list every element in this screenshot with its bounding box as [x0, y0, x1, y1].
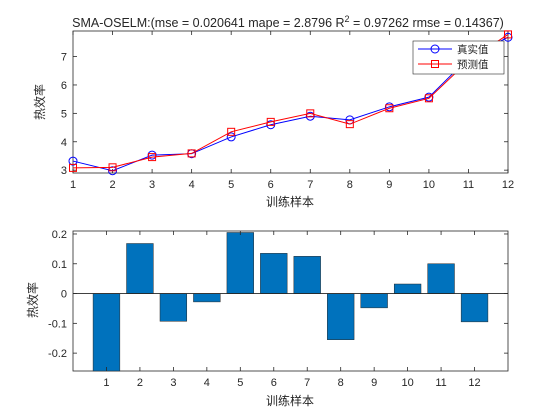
line-y-axis: 3 4 5 6 7: [61, 52, 508, 177]
line-chart: SMA-OSELM:(mse = 0.020641 mape = 2.8796 …: [32, 14, 514, 209]
bar-y-tick-label: 0.2: [52, 229, 67, 241]
line-x-tick-label: 7: [307, 179, 313, 191]
data-point-predicted: [424, 94, 433, 103]
data-point-actual: [68, 156, 78, 166]
legend-label-predicted: 预测值: [457, 58, 489, 71]
bar: [293, 256, 321, 294]
bar-y-axis: 0.2 0.1 0 -0.1 -0.2: [48, 229, 508, 360]
line-y-tick-label: 6: [61, 80, 67, 92]
bar: [427, 263, 455, 294]
line-x-tick-label: 12: [502, 179, 514, 191]
bar-y-axis-label: 热效率: [25, 282, 40, 318]
bar-x-tick-label: 9: [371, 377, 377, 389]
data-point-predicted: [306, 109, 315, 118]
data-point-predicted: [187, 149, 196, 158]
line-x-tick-label: 3: [149, 179, 155, 191]
line-series-group: [68, 30, 513, 176]
line-x-tick-label: 6: [268, 179, 274, 191]
bar: [159, 293, 188, 322]
line-x-tick-label: 8: [347, 179, 353, 191]
bar-x-tick-label: 12: [468, 377, 480, 389]
line-x-tick-label: 10: [423, 179, 435, 191]
legend-box: [412, 40, 505, 75]
bar-x-tick-label: 6: [271, 377, 277, 389]
series-line-actual: [72, 36, 509, 172]
bar-x-tick-label: 4: [204, 377, 210, 389]
bar: [193, 293, 221, 303]
line-x-tick-label: 4: [189, 179, 195, 191]
bar: [393, 283, 422, 294]
legend-marker-actual: [430, 44, 440, 54]
legend-marker-predicted: [431, 60, 439, 68]
bar: [360, 293, 388, 309]
data-point-predicted: [504, 30, 512, 39]
bar: [92, 293, 121, 372]
line-x-tick-label: 1: [70, 179, 76, 191]
bar-x-tick-label: 10: [401, 377, 413, 389]
line-x-tick-label: 9: [386, 179, 392, 191]
bar-x-axis-label: 训练样本: [266, 393, 314, 408]
line-y-axis-label: 热效率: [32, 84, 47, 120]
bar: [327, 293, 355, 340]
bar: [460, 293, 489, 323]
line-y-tick-label: 3: [61, 165, 67, 177]
bar-x-tick-label: 2: [137, 377, 143, 389]
bar-x-axis: 1 2 3 4 5 6 7 8 9 10 11 12: [103, 231, 481, 389]
bar-series-group: [92, 232, 489, 372]
line-y-tick-label: 5: [61, 108, 67, 120]
bar-x-tick-label: 11: [435, 377, 446, 389]
bar-y-tick-label: -0.2: [48, 348, 67, 360]
bar-x-tick-label: 3: [170, 377, 176, 389]
line-x-axis-label: 训练样本: [266, 194, 314, 209]
bar-x-tick-label: 5: [237, 377, 243, 389]
bar-chart: 1 2 3 4 5 6 7 8 9 10 11 12 0.20.10-0.1-0.2 训练样本 热效率: [25, 229, 509, 408]
line-y-tick-label: 7: [61, 52, 67, 64]
data-point-actual: [226, 132, 236, 142]
bar: [126, 243, 154, 294]
legend-label-actual: 真实值: [457, 43, 489, 56]
data-point-predicted: [266, 117, 275, 126]
chart-title: SMA-OSELM:(mse = 0.020641 mape = 2.8796 …: [72, 14, 504, 30]
bar: [260, 253, 288, 294]
bar-x-tick-label: 8: [338, 377, 344, 389]
line-x-tick-label: 5: [228, 179, 234, 191]
bar-y-tick-label: -0.1: [48, 318, 67, 330]
bar-y-tick-label: 0.1: [52, 259, 67, 271]
data-point-predicted: [108, 163, 117, 172]
line-x-tick-label: 11: [463, 179, 474, 191]
data-point-predicted: [69, 163, 77, 172]
line-y-tick-label: 4: [61, 137, 67, 149]
data-point-predicted: [148, 153, 157, 162]
bar-y-tick-label: 0: [61, 289, 67, 301]
data-point-predicted: [227, 127, 236, 136]
line-x-axis: 1 2 3 4 5 6 7 8 9 10 11 12: [70, 31, 514, 191]
bar: [226, 232, 254, 294]
data-point-predicted: [385, 104, 394, 113]
bar-x-tick-label: 7: [304, 377, 310, 389]
bar-x-tick-label: 1: [103, 377, 109, 389]
series-line-predicted: [72, 33, 509, 169]
line-x-tick-label: 2: [109, 179, 115, 191]
legend: 真实值 预测值: [412, 40, 505, 75]
data-point-predicted: [345, 120, 354, 129]
